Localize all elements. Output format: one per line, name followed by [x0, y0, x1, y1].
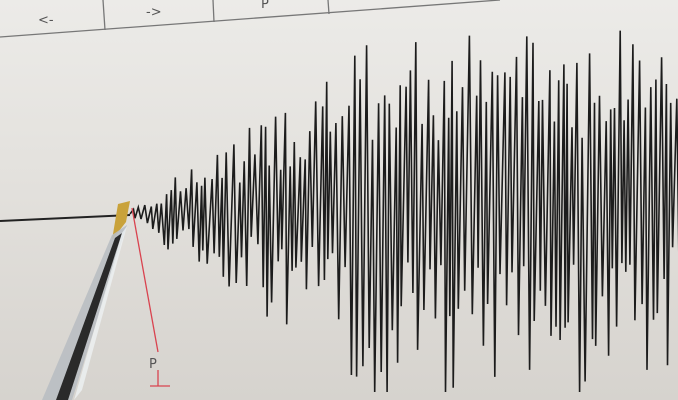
baseline-trace [0, 214, 131, 222]
header-table [0, 0, 501, 38]
waveform-path [129, 30, 678, 393]
header-cell-right-arrow: -> [146, 5, 162, 20]
header-cell-p: P [261, 0, 269, 12]
p-wave-marker [131, 207, 170, 387]
p-marker-label: P [149, 357, 157, 372]
header-cell-left-arrow: <- [38, 13, 54, 28]
waveform-trace [129, 30, 678, 393]
pen [42, 201, 130, 400]
